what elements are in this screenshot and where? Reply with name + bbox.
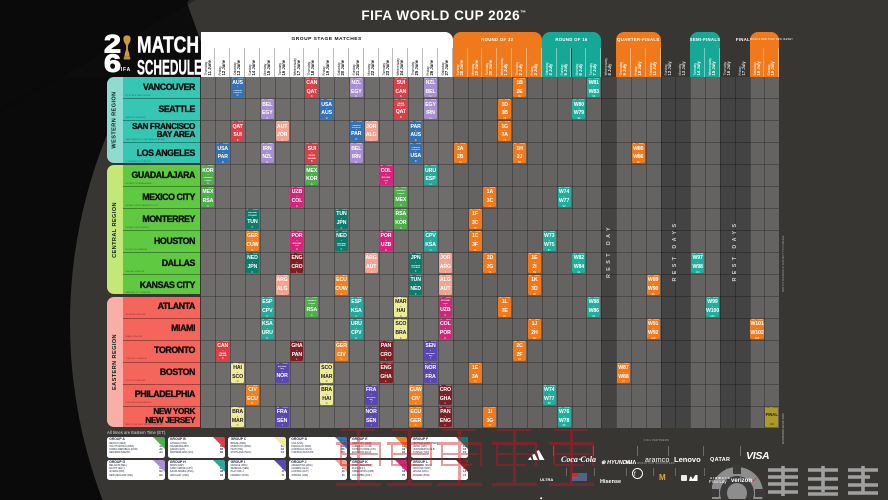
svg-text:f: f xyxy=(634,472,636,478)
svg-text:2: 2 xyxy=(104,31,121,59)
svg-text:6: 6 xyxy=(104,50,121,78)
svg-text:MATCH: MATCH xyxy=(137,32,199,58)
svg-text:SCHEDULE: SCHEDULE xyxy=(137,56,202,79)
